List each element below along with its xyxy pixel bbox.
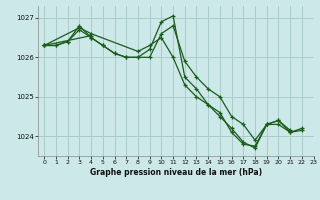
X-axis label: Graphe pression niveau de la mer (hPa): Graphe pression niveau de la mer (hPa) bbox=[90, 168, 262, 177]
